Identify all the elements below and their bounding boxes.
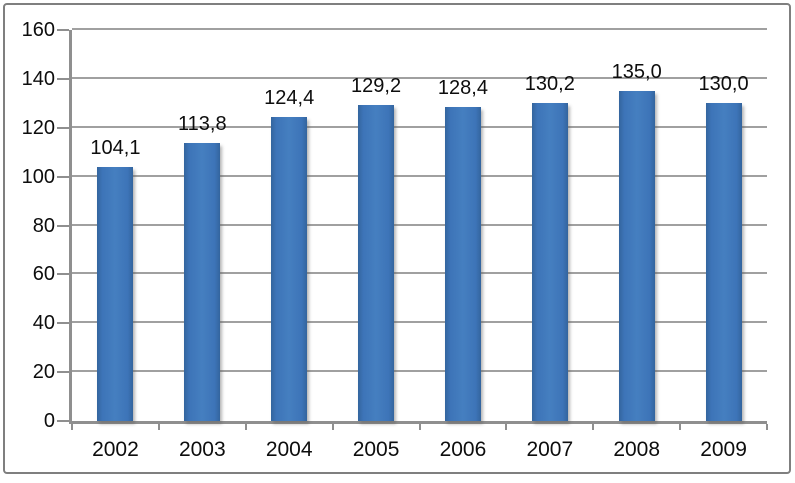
gridline: [72, 370, 767, 373]
y-axis-tick: [57, 77, 69, 80]
y-axis-label: 80: [32, 214, 55, 237]
bar-value-label: 129,2: [351, 75, 402, 98]
y-axis-tick: [57, 126, 69, 129]
chart-frame: 0 20 40 60 80 100 120 140 160 104,1 2002 113,8 2003 1…: [3, 3, 791, 474]
bar-value-label: 135,0: [611, 61, 662, 84]
x-axis-tick: [71, 424, 73, 430]
y-axis-tick: [57, 322, 69, 325]
gridline: [72, 272, 767, 275]
bar-2009: [705, 103, 742, 421]
bar-2002: [97, 166, 134, 421]
bar-value-label: 124,4: [264, 87, 315, 109]
x-axis-tick: [244, 424, 247, 430]
gridline: [72, 76, 767, 79]
y-axis-tick: [57, 29, 69, 31]
y-axis-label: 0: [43, 410, 55, 432]
gridline: [72, 223, 767, 226]
x-axis-tick: [679, 424, 682, 430]
y-axis-label: 140: [21, 67, 55, 90]
x-axis-label: 2008: [613, 438, 661, 461]
gridline: [72, 174, 767, 177]
bar-value-label: 113,8: [178, 112, 227, 135]
bar-value-label: 130,2: [524, 72, 575, 95]
y-axis-tick: [57, 273, 69, 276]
bar-value-label: 130,0: [698, 73, 749, 96]
y-axis-tick: [57, 371, 69, 374]
plot-area: 0 20 40 60 80 100 120 140 160 104,1 2002 113,8 2003 1…: [22, 20, 768, 460]
bar-2008: [618, 91, 655, 421]
x-axis-label: 2006: [439, 438, 487, 461]
y-axis-tick: [57, 420, 69, 422]
y-axis-label: 60: [32, 263, 55, 286]
y-axis-tick: [57, 175, 69, 178]
x-axis-label: 2007: [526, 438, 574, 461]
x-axis-label: 2003: [178, 438, 226, 461]
y-axis-label: 120: [21, 116, 55, 139]
y-axis-label: 40: [32, 312, 55, 335]
bar-2003: [184, 142, 221, 421]
bar-2004: [271, 117, 308, 421]
x-axis-tick: [766, 424, 768, 430]
x-axis-tick: [505, 424, 508, 430]
x-axis-label: 2009: [700, 438, 747, 461]
x-axis-label: 2005: [352, 438, 400, 461]
bar-2005: [358, 105, 395, 421]
y-axis-label: 100: [21, 165, 55, 188]
x-axis-tick: [157, 424, 160, 430]
y-axis-label: 20: [32, 361, 55, 384]
gridline: [72, 28, 767, 30]
bar-value-label: 128,4: [437, 77, 488, 100]
gridline: [72, 321, 767, 324]
x-axis-tick: [592, 424, 595, 430]
gridline: [72, 125, 767, 128]
y-axis-label: 160: [21, 19, 55, 41]
bar-2007: [531, 102, 568, 421]
bar-2006: [444, 107, 481, 421]
x-axis-label: 2004: [265, 438, 313, 461]
bar-value-label: 104,1: [90, 136, 141, 159]
y-axis-tick: [57, 224, 69, 227]
x-axis-label: 2002: [92, 438, 139, 461]
x-axis-tick: [331, 424, 334, 430]
x-axis-tick: [418, 424, 421, 430]
